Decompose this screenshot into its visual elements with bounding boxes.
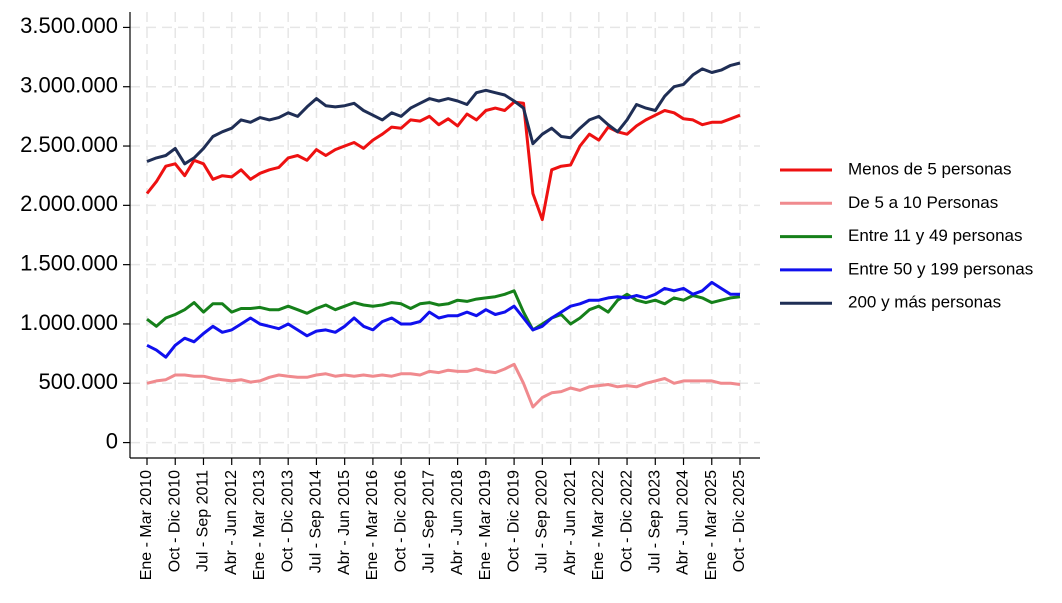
x-tick-label: Abr - Jun 2015 <box>336 470 353 575</box>
y-tick-label: 1.500.000 <box>20 250 118 275</box>
x-tick-label: Ene - Mar 2025 <box>703 470 720 580</box>
x-tick-label: Abr - Jun 2018 <box>449 470 466 575</box>
x-tick-label: Jul - Sep 2020 <box>534 470 551 573</box>
legend-label: Entre 11 y 49 personas <box>848 226 1023 245</box>
series-line <box>146 61 741 166</box>
legend-label: 200 y más personas <box>848 293 1001 312</box>
legend-label: Menos de 5 personas <box>848 159 1012 178</box>
legend-label: Entre 50 y 199 personas <box>848 259 1033 278</box>
y-tick-label: 500.000 <box>38 369 118 394</box>
x-tick-label: Abr - Jun 2021 <box>562 470 579 575</box>
series-line <box>146 280 740 359</box>
y-tick-label: 2.500.000 <box>20 132 118 157</box>
x-tick-label: Abr - Jun 2012 <box>223 470 240 575</box>
x-tick-label: Ene - Mar 2019 <box>477 470 494 580</box>
series-line <box>145 100 741 222</box>
y-tick-label: 3.500.000 <box>20 13 118 38</box>
series-line <box>146 289 741 332</box>
x-tick-label: Oct - Dic 2025 <box>731 470 748 572</box>
x-tick-label: Oct - Dic 2010 <box>166 470 183 572</box>
x-tick-label: Ene - Mar 2016 <box>364 470 381 580</box>
x-tick-label: Jul - Sep 2023 <box>647 470 664 573</box>
y-tick-label: 1.000.000 <box>20 310 118 335</box>
series-line <box>146 362 741 409</box>
x-tick-label: Abr - Jun 2024 <box>675 470 692 575</box>
x-tick-label: Oct - Dic 2013 <box>279 470 296 572</box>
x-tick-label: Ene - Mar 2022 <box>590 470 607 580</box>
y-tick-label: 3.000.000 <box>20 73 118 98</box>
x-tick-label: Jul - Sep 2014 <box>308 470 325 573</box>
x-tick-label: Jul - Sep 2011 <box>195 470 212 572</box>
x-tick-label: Ene - Mar 2013 <box>251 470 268 580</box>
y-tick-label: 2.000.000 <box>20 191 118 216</box>
x-tick-label: Jul - Sep 2017 <box>421 470 438 573</box>
x-tick-label: Oct - Dic 2016 <box>392 470 409 572</box>
x-tick-label: Oct - Dic 2019 <box>505 470 522 572</box>
x-tick-label: Oct - Dic 2022 <box>618 470 635 572</box>
x-tick-label: Ene - Mar 2010 <box>138 470 155 580</box>
legend-label: De 5 a 10 Personas <box>848 193 998 212</box>
y-tick-label: 0 <box>106 428 118 453</box>
